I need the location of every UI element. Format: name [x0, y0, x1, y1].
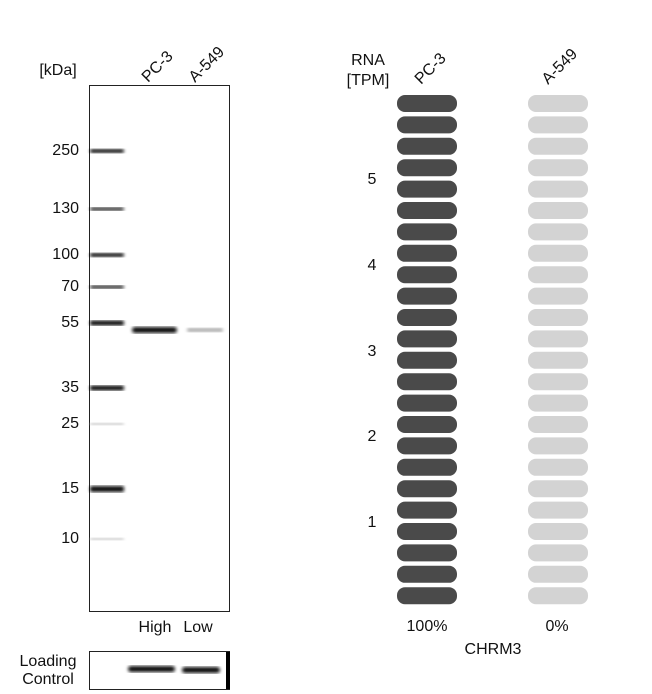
ladder-band — [90, 253, 124, 257]
loading-edge — [226, 652, 230, 689]
rna-pill — [397, 309, 457, 326]
rna-pill — [397, 95, 457, 112]
gene-name: CHRM3 — [465, 641, 522, 658]
column-label: A-549 — [539, 46, 581, 88]
rna-tick-label: 5 — [368, 171, 377, 188]
rna-pill — [397, 544, 457, 562]
western-blot: [kDa] PC-3 A-549 High Low Loading Contro… — [20, 44, 230, 690]
marker-label: 130 — [52, 200, 79, 217]
rna-pill — [528, 287, 588, 305]
rna-pill — [528, 223, 588, 241]
rna-pill — [528, 458, 588, 476]
marker-label: 100 — [52, 246, 79, 263]
rna-pill — [528, 202, 588, 219]
rna-pill — [397, 480, 457, 498]
ladder-band — [90, 423, 124, 425]
rna-pill — [397, 416, 457, 433]
rna-tick-label: 2 — [368, 428, 377, 445]
rna-pill — [528, 309, 588, 326]
marker-label: 250 — [52, 142, 79, 159]
rna-pill — [528, 480, 588, 498]
rna-pill — [528, 416, 588, 433]
level-label: Low — [183, 619, 213, 636]
rna-pill — [397, 159, 457, 177]
percentage: 100% — [407, 618, 448, 635]
marker-label: 35 — [61, 379, 79, 396]
loading-band — [182, 667, 220, 673]
loading-label: Control — [22, 671, 74, 688]
rna-pill — [397, 202, 457, 219]
rna-pill — [397, 437, 457, 455]
rna-header: [TPM] — [347, 72, 390, 89]
rna-pill — [528, 95, 588, 112]
rna-pill — [397, 137, 457, 155]
column-label: PC-3 — [412, 50, 450, 88]
ladder-band — [90, 207, 124, 211]
rna-pill — [397, 244, 457, 262]
rna-pill — [397, 565, 457, 583]
rna-pill — [528, 330, 588, 348]
rna-pill — [397, 523, 457, 540]
rna-pill — [397, 116, 457, 134]
rna-pill — [528, 137, 588, 155]
ladder-band — [90, 486, 124, 492]
percentage: 0% — [545, 618, 568, 635]
ladder-band — [90, 285, 124, 289]
rna-pill — [528, 544, 588, 562]
rna-pill — [528, 437, 588, 455]
rna-tick-label: 4 — [368, 257, 377, 274]
rna-pill — [528, 501, 588, 519]
rna-pill — [528, 523, 588, 540]
rna-pill — [397, 330, 457, 348]
ladder-band — [90, 385, 124, 391]
marker-label: 10 — [61, 530, 79, 547]
lane-label: A-549 — [186, 44, 228, 86]
rna-pill — [397, 180, 457, 198]
rna-header: RNA — [351, 52, 385, 69]
rna-pill — [397, 223, 457, 241]
rna-pill — [528, 116, 588, 134]
lane-label: PC-3 — [139, 48, 177, 86]
loading-label: Loading — [20, 653, 77, 670]
rna-pill — [528, 180, 588, 198]
ladder — [90, 149, 124, 540]
rna-pill — [397, 287, 457, 305]
rna-pill — [397, 351, 457, 369]
sample-band — [187, 328, 223, 332]
rna-pill — [397, 266, 457, 284]
rna-pill — [528, 373, 588, 391]
ladder-band — [90, 149, 124, 153]
marker-label: 15 — [61, 480, 79, 497]
rna-pill — [397, 501, 457, 519]
ladder-band — [90, 538, 124, 540]
rna-pill — [528, 244, 588, 262]
rna-panel: RNA [TPM] PC-3 A-549 100% 0% CHRM3 1 2 3 4 5 — [347, 46, 588, 658]
unit-label: [kDa] — [39, 62, 76, 79]
loading-band — [128, 666, 175, 672]
rna-tick-label: 1 — [368, 514, 377, 531]
rna-pill — [397, 587, 457, 605]
marker-label: 55 — [61, 314, 79, 331]
rna-pill — [528, 587, 588, 605]
level-label: High — [139, 619, 172, 636]
rna-pill — [528, 351, 588, 369]
rna-pill — [528, 266, 588, 284]
ladder-band — [90, 320, 124, 326]
rna-pill — [528, 565, 588, 583]
rna-pill — [397, 373, 457, 391]
blot-frame — [89, 85, 230, 612]
rna-pill — [528, 394, 588, 412]
rna-pill — [528, 159, 588, 177]
rna-pill — [397, 458, 457, 476]
marker-label: 70 — [61, 278, 79, 295]
sample-band — [132, 327, 177, 333]
rna-pill — [397, 394, 457, 412]
rna-tick-label: 3 — [368, 343, 377, 360]
marker-label: 25 — [61, 415, 79, 432]
